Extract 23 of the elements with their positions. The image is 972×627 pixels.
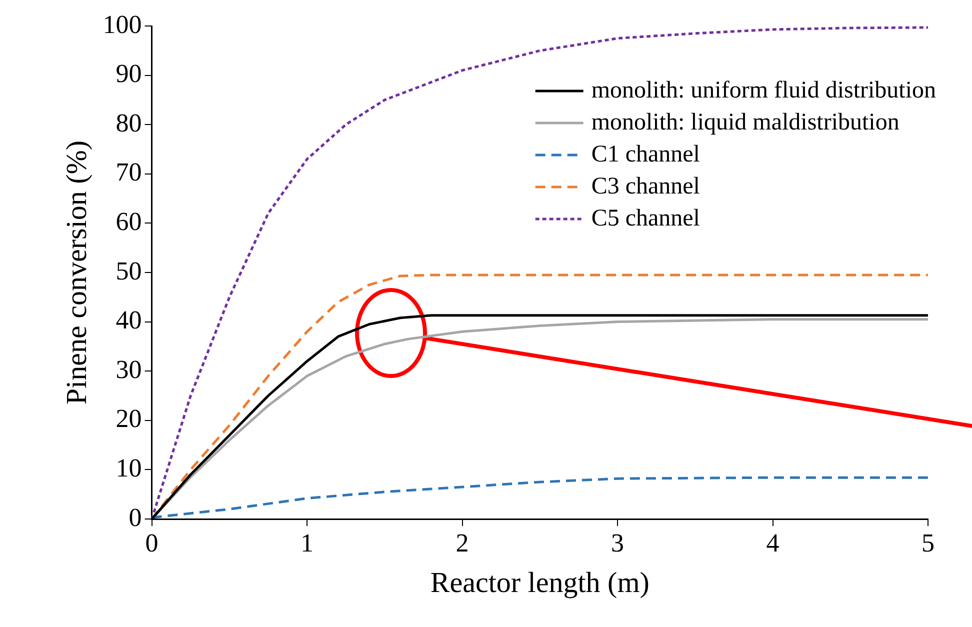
legend-label: C5 channel: [591, 205, 700, 232]
y-tick-label: 100: [102, 10, 142, 39]
x-tick-label: 4: [766, 528, 780, 558]
y-tick-label: 40: [116, 306, 142, 335]
y-tick-label: 90: [116, 59, 142, 88]
legend-label: monolith: uniform fluid distribution: [591, 77, 936, 104]
y-tick-label: 10: [116, 454, 142, 483]
legend-label: C1 channel: [591, 141, 700, 168]
y-tick-label: 70: [116, 158, 142, 187]
y-tick-label: 50: [116, 256, 142, 286]
x-tick-label: 2: [456, 528, 469, 558]
y-tick-label: 20: [116, 404, 142, 434]
x-tick-label: 5: [922, 528, 934, 558]
x-tick-label: 3: [611, 528, 624, 558]
y-tick-label: 0: [128, 502, 142, 532]
y-tick-label: 30: [116, 354, 142, 384]
legend-label: monolith: liquid maldistribution: [591, 109, 900, 136]
y-tick-label: 80: [116, 108, 142, 138]
y-tick-label: 60: [116, 207, 142, 236]
legend-label: C3 channel: [591, 173, 700, 200]
x-axis-title: Reactor length (m): [430, 567, 650, 600]
y-axis-title: Pinene conversion (%): [61, 140, 94, 405]
x-tick-label: 1: [300, 528, 314, 558]
